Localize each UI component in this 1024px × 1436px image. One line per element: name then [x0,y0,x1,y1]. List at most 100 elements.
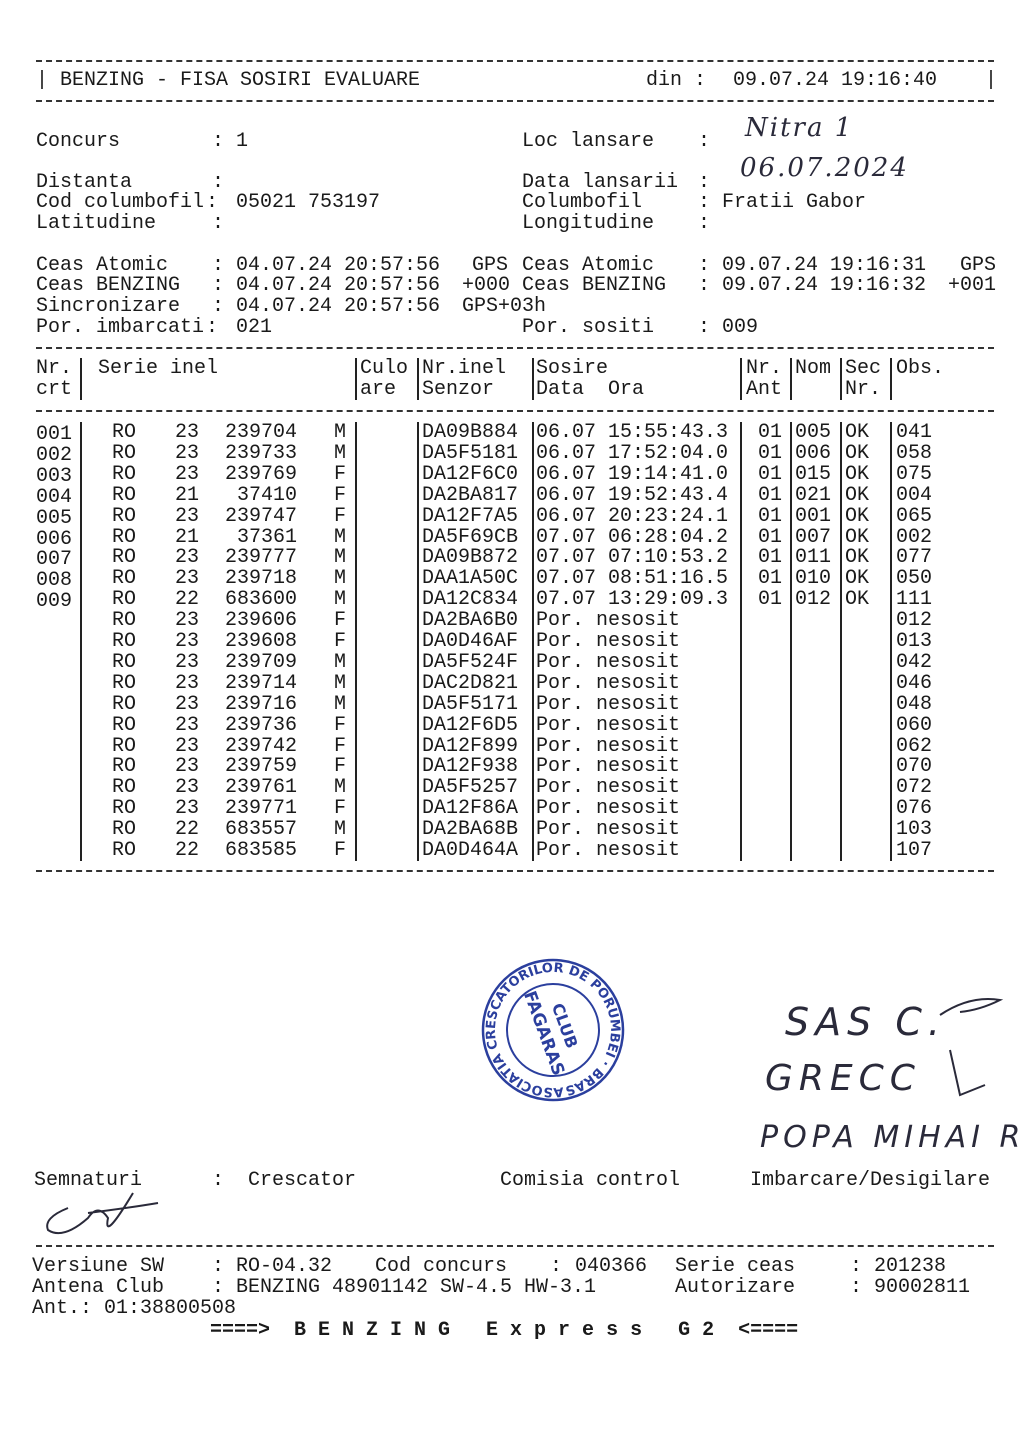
cell-sensor: DA12F6D5 [422,713,519,737]
cell-nr: 003 [36,464,73,488]
cell-nr: 006 [36,527,73,551]
cell-sosire: Por. nesosit [536,609,681,633]
autorizare-value: 90002811 [874,1276,971,1299]
cell-nr: 001 [36,423,73,446]
cell-sex: F [334,755,347,779]
cell-obs: 111 [896,588,933,612]
cell-country: RO [112,650,137,674]
table-row: RO 23 239736 F DA12F6D5 Por. nesosit 060 [0,715,1024,736]
clock-label: Ceas Atomic [36,254,169,277]
column-separator [890,358,892,400]
serie-ceas-value: 201238 [874,1255,947,1278]
column-header-serie: Serie inel [98,357,219,380]
cell-country: RO [112,441,137,465]
cell-sex: M [334,692,347,716]
table-row: 006 RO 21 37361 M DA5F69CB 07.07 06:28:04.2 01 0… [0,525,1024,551]
cell-year: 23 [175,650,200,674]
cell-obs: 075 [896,462,933,486]
cell-nr: 005 [36,506,73,530]
cell-obs: 072 [896,776,933,800]
colon: : [850,1255,863,1278]
cell-ring: 37361 [236,525,297,549]
cell-ant: 01 [758,525,783,549]
cell-ring: 239606 [225,609,298,633]
table-row: RO 22 683557 M DA2BA68B Por. nesosit 103 [0,819,1024,840]
table-row: RO 23 239608 F DA0D46AF Por. nesosit 013 [0,631,1024,652]
clock-label: Por. imbarcati [36,316,205,339]
cell-country: RO [112,504,137,528]
cell-country: RO [112,525,137,549]
cell-obs: 046 [896,671,933,695]
column-separator [80,358,82,400]
cell-nom: 006 [795,441,832,465]
columbofil-label: Columbofil [522,191,643,214]
din-label: din : [646,69,707,92]
cell-sex: M [334,650,347,674]
cell-year: 23 [175,609,200,633]
cell-ring: 239709 [225,650,298,674]
cell-sensor: DA2BA6B0 [422,609,519,633]
cell-sex: M [334,525,347,549]
cell-ring: 239718 [225,567,298,591]
cell-year: 23 [175,462,200,486]
table-row: RO 22 683585 F DA0D464A Por. nesosit 107 [0,840,1024,861]
cell-ring: 239761 [225,776,298,800]
cell-nr: 008 [36,569,73,593]
table-row: 001 RO 23 239704 M DA09B884 06.07 15:55:43.3 01… [0,421,1024,446]
cell-obs: 077 [896,546,933,570]
crescator-label: Crescator [248,1169,357,1192]
colon: : [212,295,225,318]
cell-sex: M [334,776,347,800]
clock-value: 009 [722,316,759,339]
table-row: 009 RO 22 683600 M DA12C834 07.07 13:29:09.3 01… [0,588,1024,612]
antena-label: Antena Club [32,1276,165,1299]
signature-popa: POPA MIHAI R [760,1120,1024,1155]
cell-sex: M [334,567,347,591]
cell-ring: 239777 [225,546,298,570]
table-row: 007 RO 23 239777 M DA09B872 07.07 07:10:53.2 01… [0,546,1024,570]
cell-year: 23 [175,776,200,800]
colon: : [212,130,225,153]
cell-sosire: 06.07 15:55:43.3 [536,421,729,444]
cell-sosire: 07.07 08:51:16.5 [536,567,729,591]
cell-ring: 239733 [225,441,298,465]
column-header-obs: Obs. [896,357,945,380]
cell-sosire: Por. nesosit [536,734,681,758]
cell-sex: F [334,630,347,653]
cell-ring: 683600 [225,588,298,612]
cell-sosire: 07.07 13:29:09.3 [536,588,729,612]
cell-sensor: DA5F69CB [422,525,519,549]
table-row: 003 RO 23 239769 F DA12F6C0 06.07 19:14:41.0 01… [0,462,1024,488]
cell-country: RO [112,755,137,779]
cell-nom: 005 [795,421,832,444]
border-bar: | [985,69,998,92]
cell-year: 23 [175,797,200,821]
concurs-label: Concurs [36,130,121,153]
clock-suffix: GPS+03h [462,295,547,318]
cell-sensor: DAC2D821 [422,671,519,695]
cell-year: 23 [175,546,200,570]
cell-sosire: Por. nesosit [536,692,681,716]
cell-country: RO [112,630,137,653]
cell-ant: 01 [758,421,783,444]
column-separator [790,358,792,400]
cell-obs: 060 [896,713,933,737]
cell-sosire: Por. nesosit [536,713,681,737]
signature-sas: SAS C. [785,1000,946,1044]
column-separator [80,422,82,861]
table-row: 004 RO 21 37410 F DA2BA817 06.07 19:52:43.4 01 0… [0,483,1024,509]
column-header-nr1: Nr. [36,357,73,380]
crescator-signature [46,1192,159,1234]
cell-nr: 004 [36,485,73,509]
cell-sec: OK [845,441,870,465]
cell-sensor: DA5F5181 [422,441,519,465]
distanta-label: Distanta [36,171,133,194]
cell-ant: 01 [758,588,783,612]
colon: : [206,191,219,214]
clock-suffix: GPS [960,254,997,277]
cell-country: RO [112,421,137,444]
cell-sec: OK [845,525,870,549]
cell-nom: 021 [795,483,832,507]
cell-sex: M [334,421,347,444]
cell-country: RO [112,462,137,486]
